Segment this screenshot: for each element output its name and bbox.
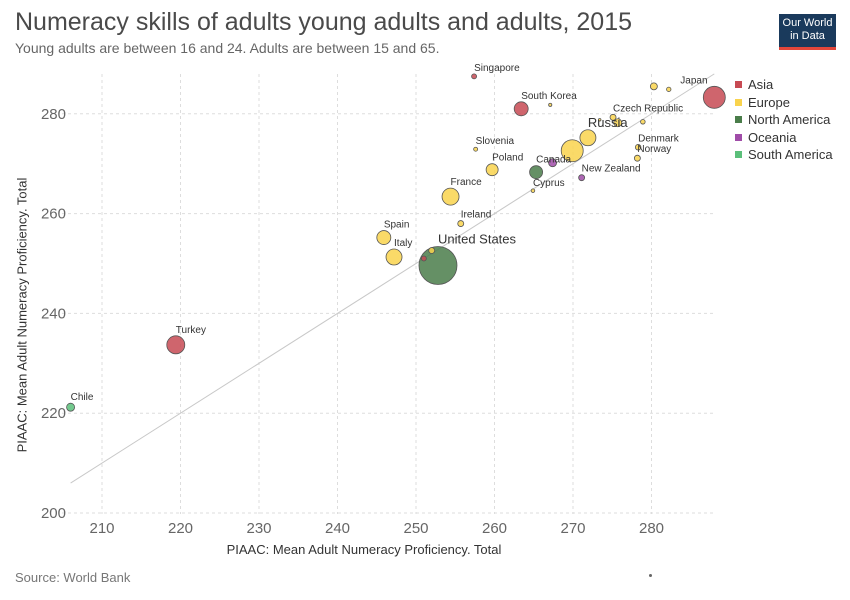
y-tick-label: 280 (41, 106, 66, 123)
data-point[interactable] (613, 118, 623, 128)
data-point[interactable] (420, 255, 427, 262)
data-point[interactable] (597, 118, 602, 122)
x-tick-label: 230 (246, 520, 271, 537)
data-point[interactable] (609, 113, 617, 121)
point-label: France (451, 177, 483, 188)
chart-subtitle: Young adults are between 16 and 24. Adul… (15, 40, 440, 56)
timeline-dot (649, 574, 652, 577)
reference-line (70, 73, 715, 484)
legend-swatch-oceania (735, 133, 742, 141)
legend-label-south-america: South America (748, 147, 833, 163)
data-point[interactable] (457, 220, 465, 227)
point-label: Canada (536, 155, 571, 166)
legend-swatch-south-america (735, 151, 742, 159)
x-tick-label: 240 (325, 520, 350, 537)
point-label: Russia (588, 115, 629, 130)
point-label: Slovenia (476, 136, 515, 147)
data-point[interactable] (513, 101, 529, 117)
data-point[interactable] (666, 86, 672, 92)
data-point[interactable] (579, 129, 597, 147)
y-tick-label: 260 (41, 206, 66, 223)
point-label: New Zealand (582, 164, 641, 175)
data-point[interactable] (578, 174, 586, 182)
legend-swatch-asia (735, 81, 742, 89)
x-tick-label: 260 (482, 520, 507, 537)
point-label: Japan (680, 75, 707, 86)
data-points (66, 73, 726, 412)
legend: Asia Europe North America Oceania South … (735, 76, 833, 164)
point-label: Singapore (474, 63, 520, 74)
data-point[interactable] (529, 165, 544, 180)
legend-label-asia: Asia (748, 77, 774, 93)
legend-item-south-america[interactable]: South America (735, 146, 833, 164)
legend-swatch-north-america (735, 116, 742, 124)
data-point[interactable] (166, 335, 186, 355)
data-point[interactable] (640, 119, 646, 125)
data-point[interactable] (649, 82, 658, 91)
point-label: Turkey (176, 325, 206, 336)
data-point[interactable] (560, 139, 584, 163)
point-label: United States (438, 231, 517, 246)
point-label: Czech Republic (613, 103, 683, 114)
data-point[interactable] (428, 247, 436, 254)
x-axis-label: PIAAC: Mean Adult Numeracy Proficiency. … (226, 542, 502, 557)
legend-item-asia[interactable]: Asia (735, 76, 833, 94)
point-label: Poland (492, 153, 523, 164)
source-note[interactable]: Source: World Bank (15, 570, 131, 585)
data-point[interactable] (66, 402, 75, 412)
point-label: South Korea (521, 91, 577, 102)
legend-label-north-america: North America (748, 112, 831, 128)
legend-item-oceania[interactable]: Oceania (735, 129, 833, 147)
owid-logo[interactable]: Our World in Data (779, 14, 836, 50)
point-label: Ireland (461, 210, 492, 221)
legend-swatch-europe (735, 98, 742, 106)
data-point[interactable] (473, 146, 479, 152)
y-tick-label: 200 (41, 505, 66, 522)
data-point[interactable] (418, 246, 458, 285)
point-label: Spain (384, 220, 410, 231)
legend-label-europe: Europe (748, 94, 790, 110)
legend-item-north-america[interactable]: North America (735, 111, 833, 129)
data-point[interactable] (548, 102, 553, 107)
x-tick-label: 250 (403, 520, 428, 537)
data-point[interactable] (441, 187, 460, 206)
grid (62, 74, 714, 514)
data-point[interactable] (633, 154, 641, 162)
data-point[interactable] (548, 158, 557, 168)
data-point[interactable] (702, 85, 726, 109)
data-point[interactable] (634, 144, 642, 151)
x-tick-label: 220 (168, 520, 193, 537)
y-axis-label: PIAAC: Mean Adult Numeracy Proficiency. … (14, 177, 30, 453)
legend-label-oceania: Oceania (748, 129, 797, 145)
data-point[interactable] (471, 73, 477, 80)
point-label: Chile (71, 392, 94, 403)
axis-ticks: 210 220 230 240 250 260 270 280 200 220 240 260 280 (41, 106, 664, 537)
data-point[interactable] (530, 188, 536, 193)
y-tick-label: 220 (41, 405, 66, 422)
point-label: Italy (394, 238, 412, 249)
logo-line-2: in Data (790, 30, 825, 42)
data-point[interactable] (485, 163, 499, 177)
point-label: Denmark (638, 133, 680, 144)
y-tick-label: 240 (41, 305, 66, 322)
x-tick-label: 270 (560, 520, 585, 537)
chart-title: Numeracy skills of adults young adults a… (15, 8, 633, 36)
data-point[interactable] (385, 248, 403, 266)
data-point[interactable] (376, 230, 392, 245)
x-tick-label: 280 (639, 520, 664, 537)
logo-line-1: Our World (782, 17, 833, 29)
point-labels: Japan Singapore South Korea Czech RepublicR… (71, 63, 708, 403)
legend-item-europe[interactable]: Europe (735, 94, 833, 112)
point-label: Norway (637, 144, 671, 155)
point-label: Cyprus (533, 178, 565, 189)
x-tick-label: 210 (89, 520, 114, 537)
